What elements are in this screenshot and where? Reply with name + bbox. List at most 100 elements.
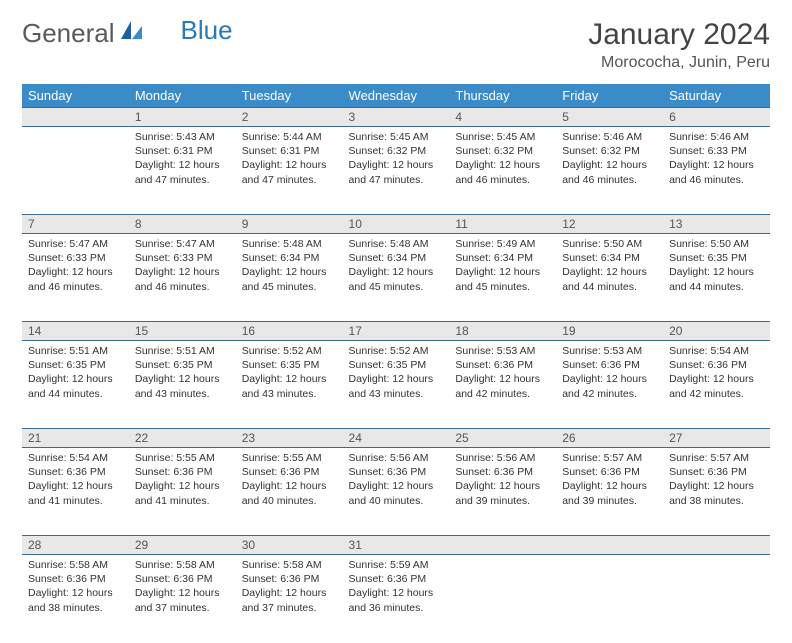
day-number: 29 — [129, 536, 236, 555]
daylight-line: Daylight: 12 hours and 43 minutes. — [242, 372, 337, 400]
day-number: 9 — [236, 215, 343, 234]
day-number: 16 — [236, 322, 343, 341]
sunrise-line: Sunrise: 5:52 AM — [349, 344, 444, 358]
calendar-body: 123456Sunrise: 5:43 AMSunset: 6:31 PMDay… — [22, 108, 770, 643]
day-cell: Sunrise: 5:52 AMSunset: 6:35 PMDaylight:… — [236, 341, 343, 429]
sunset-line: Sunset: 6:36 PM — [455, 465, 550, 479]
daylight-line: Daylight: 12 hours and 46 minutes. — [455, 158, 550, 186]
day-number: 24 — [343, 429, 450, 448]
sunrise-line: Sunrise: 5:56 AM — [455, 451, 550, 465]
weekday-header: Tuesday — [236, 84, 343, 108]
daylight-line: Daylight: 12 hours and 42 minutes. — [562, 372, 657, 400]
day-details: Sunrise: 5:54 AMSunset: 6:36 PMDaylight:… — [663, 341, 770, 407]
sunset-line: Sunset: 6:36 PM — [669, 358, 764, 372]
sunrise-line: Sunrise: 5:46 AM — [562, 130, 657, 144]
sunset-line: Sunset: 6:35 PM — [242, 358, 337, 372]
day-number: 15 — [129, 322, 236, 341]
sunrise-line: Sunrise: 5:51 AM — [135, 344, 230, 358]
weekday-header: Wednesday — [343, 84, 450, 108]
weekday-header: Sunday — [22, 84, 129, 108]
day-number: 4 — [449, 108, 556, 127]
daylight-line: Daylight: 12 hours and 43 minutes. — [135, 372, 230, 400]
day-cell: Sunrise: 5:45 AMSunset: 6:32 PMDaylight:… — [343, 127, 450, 215]
logo-text-2: Blue — [181, 15, 233, 46]
day-cell: Sunrise: 5:55 AMSunset: 6:36 PMDaylight:… — [129, 448, 236, 536]
weekday-header-row: Sunday Monday Tuesday Wednesday Thursday… — [22, 84, 770, 108]
sunrise-line: Sunrise: 5:56 AM — [349, 451, 444, 465]
day-number — [22, 108, 129, 127]
day-number: 7 — [22, 215, 129, 234]
day-number: 31 — [343, 536, 450, 555]
sunset-line: Sunset: 6:36 PM — [242, 465, 337, 479]
sunset-line: Sunset: 6:36 PM — [669, 465, 764, 479]
daylight-line: Daylight: 12 hours and 45 minutes. — [349, 265, 444, 293]
sunset-line: Sunset: 6:32 PM — [349, 144, 444, 158]
daylight-line: Daylight: 12 hours and 36 minutes. — [349, 586, 444, 614]
day-number: 1 — [129, 108, 236, 127]
sunrise-line: Sunrise: 5:44 AM — [242, 130, 337, 144]
sunset-line: Sunset: 6:33 PM — [135, 251, 230, 265]
sunset-line: Sunset: 6:35 PM — [349, 358, 444, 372]
day-details: Sunrise: 5:54 AMSunset: 6:36 PMDaylight:… — [22, 448, 129, 514]
sunrise-line: Sunrise: 5:58 AM — [242, 558, 337, 572]
month-title: January 2024 — [588, 18, 770, 52]
day-number — [556, 536, 663, 555]
day-details: Sunrise: 5:47 AMSunset: 6:33 PMDaylight:… — [129, 234, 236, 300]
daylight-line: Daylight: 12 hours and 47 minutes. — [349, 158, 444, 186]
sunset-line: Sunset: 6:36 PM — [349, 572, 444, 586]
sunrise-line: Sunrise: 5:58 AM — [28, 558, 123, 572]
sunrise-line: Sunrise: 5:46 AM — [669, 130, 764, 144]
day-details: Sunrise: 5:46 AMSunset: 6:32 PMDaylight:… — [556, 127, 663, 193]
sunset-line: Sunset: 6:34 PM — [455, 251, 550, 265]
logo-sail-icon — [121, 21, 143, 46]
sunrise-line: Sunrise: 5:45 AM — [455, 130, 550, 144]
day-cell: Sunrise: 5:56 AMSunset: 6:36 PMDaylight:… — [343, 448, 450, 536]
day-details: Sunrise: 5:50 AMSunset: 6:34 PMDaylight:… — [556, 234, 663, 300]
day-cell: Sunrise: 5:53 AMSunset: 6:36 PMDaylight:… — [556, 341, 663, 429]
day-cell: Sunrise: 5:54 AMSunset: 6:36 PMDaylight:… — [663, 341, 770, 429]
sunset-line: Sunset: 6:36 PM — [562, 465, 657, 479]
day-cell — [22, 127, 129, 215]
day-number-row: 28293031 — [22, 536, 770, 555]
day-cell: Sunrise: 5:46 AMSunset: 6:32 PMDaylight:… — [556, 127, 663, 215]
day-cell: Sunrise: 5:56 AMSunset: 6:36 PMDaylight:… — [449, 448, 556, 536]
day-details: Sunrise: 5:55 AMSunset: 6:36 PMDaylight:… — [129, 448, 236, 514]
day-number — [449, 536, 556, 555]
daylight-line: Daylight: 12 hours and 45 minutes. — [455, 265, 550, 293]
sunrise-line: Sunrise: 5:59 AM — [349, 558, 444, 572]
daylight-line: Daylight: 12 hours and 41 minutes. — [28, 479, 123, 507]
weekday-header: Thursday — [449, 84, 556, 108]
sunset-line: Sunset: 6:34 PM — [349, 251, 444, 265]
daylight-line: Daylight: 12 hours and 47 minutes. — [135, 158, 230, 186]
daylight-line: Daylight: 12 hours and 46 minutes. — [562, 158, 657, 186]
sunrise-line: Sunrise: 5:53 AM — [455, 344, 550, 358]
day-details: Sunrise: 5:45 AMSunset: 6:32 PMDaylight:… — [343, 127, 450, 193]
day-details: Sunrise: 5:58 AMSunset: 6:36 PMDaylight:… — [129, 555, 236, 621]
day-number: 26 — [556, 429, 663, 448]
sunset-line: Sunset: 6:34 PM — [562, 251, 657, 265]
sunset-line: Sunset: 6:36 PM — [455, 358, 550, 372]
sunrise-line: Sunrise: 5:50 AM — [562, 237, 657, 251]
sunset-line: Sunset: 6:31 PM — [242, 144, 337, 158]
sunrise-line: Sunrise: 5:55 AM — [135, 451, 230, 465]
day-details: Sunrise: 5:51 AMSunset: 6:35 PMDaylight:… — [129, 341, 236, 407]
day-details: Sunrise: 5:52 AMSunset: 6:35 PMDaylight:… — [343, 341, 450, 407]
day-cell: Sunrise: 5:49 AMSunset: 6:34 PMDaylight:… — [449, 234, 556, 322]
day-details: Sunrise: 5:51 AMSunset: 6:35 PMDaylight:… — [22, 341, 129, 407]
day-number: 21 — [22, 429, 129, 448]
day-cell — [663, 555, 770, 643]
daylight-line: Daylight: 12 hours and 46 minutes. — [28, 265, 123, 293]
day-number: 10 — [343, 215, 450, 234]
day-cell: Sunrise: 5:50 AMSunset: 6:34 PMDaylight:… — [556, 234, 663, 322]
day-cell: Sunrise: 5:53 AMSunset: 6:36 PMDaylight:… — [449, 341, 556, 429]
sunrise-line: Sunrise: 5:55 AM — [242, 451, 337, 465]
daylight-line: Daylight: 12 hours and 43 minutes. — [349, 372, 444, 400]
sunset-line: Sunset: 6:36 PM — [135, 572, 230, 586]
day-number — [663, 536, 770, 555]
day-cell: Sunrise: 5:50 AMSunset: 6:35 PMDaylight:… — [663, 234, 770, 322]
sunset-line: Sunset: 6:35 PM — [135, 358, 230, 372]
day-number: 18 — [449, 322, 556, 341]
daylight-line: Daylight: 12 hours and 45 minutes. — [242, 265, 337, 293]
day-details: Sunrise: 5:59 AMSunset: 6:36 PMDaylight:… — [343, 555, 450, 621]
sunset-line: Sunset: 6:36 PM — [349, 465, 444, 479]
